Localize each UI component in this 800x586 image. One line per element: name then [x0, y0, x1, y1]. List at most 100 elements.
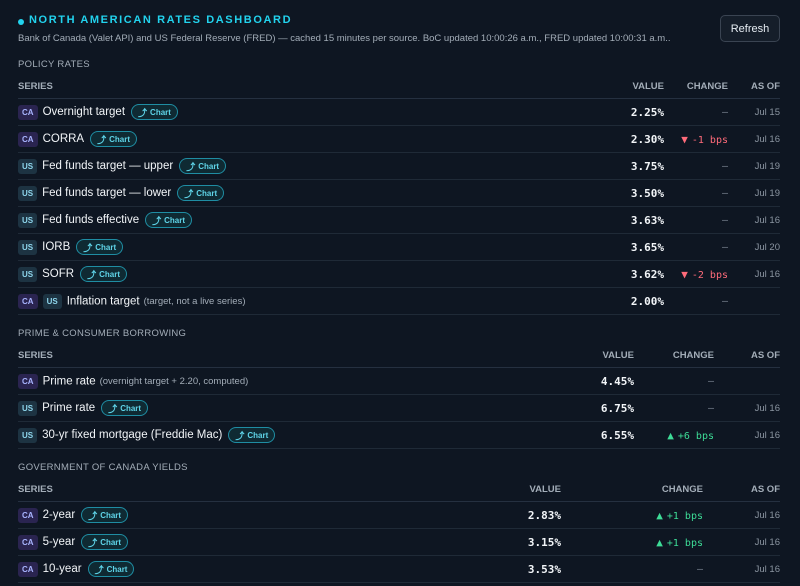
trend-line-icon: ⤴ — [235, 430, 245, 441]
series-cell: CA US Inflation target (target, not a live … — [18, 287, 564, 315]
series-name: SOFR — [42, 268, 75, 280]
chart-button[interactable]: ⤴ Chart — [90, 131, 137, 147]
table-header-row: SERIES VALUE CHANGE AS OF — [18, 477, 780, 502]
country-badge-us: US — [18, 185, 38, 201]
change-cell: – — [664, 206, 728, 234]
as-of-cell: Jul 16 — [703, 528, 780, 556]
chart-button-label: Chart — [106, 564, 128, 574]
goc-yields-table: SERIES VALUE CHANGE AS OF CA 2-year ⤴ Chart 2.83… — [18, 477, 780, 583]
series-cell: US Fed funds target — upper ⤴ Chart — [18, 152, 564, 180]
chart-button[interactable]: ⤴ Chart — [145, 212, 192, 228]
as-of-cell: Jul 16 — [728, 206, 780, 234]
change-cell: – — [664, 233, 728, 261]
policy-rates-table: SERIES VALUE CHANGE AS OF CA Overnight target… — [18, 74, 780, 315]
chart-button[interactable]: ⤴ Chart — [87, 561, 135, 577]
trend-line-icon: ⤴ — [152, 215, 162, 226]
change-cell: – — [634, 394, 714, 422]
triangle-up-icon: ▲ — [656, 508, 663, 522]
column-header-change: CHANGE — [634, 343, 714, 368]
country-badge-ca: CA — [18, 131, 38, 147]
change-indicator-up: ▲ +1 bps — [656, 508, 703, 522]
chart-button-label: Chart — [120, 403, 142, 413]
chart-button-label: Chart — [100, 510, 122, 520]
table-row: CA Prime rate (overnight target + 2.20, co… — [18, 367, 780, 395]
change-cell: ▲ +1 bps — [561, 528, 703, 556]
trend-line-icon: ⤴ — [83, 242, 93, 253]
chart-button[interactable]: ⤴ Chart — [80, 266, 127, 282]
chart-button[interactable]: ⤴ Chart — [228, 427, 276, 443]
country-badge-ca: CA — [18, 293, 38, 309]
value-cell: 3.53% — [461, 555, 561, 583]
chart-button-label: Chart — [100, 537, 122, 547]
series-name: IORB — [42, 241, 71, 253]
series-name: Fed funds target — lower — [42, 187, 172, 199]
country-badge-us: US — [18, 266, 38, 282]
triangle-up-icon: ▲ — [656, 535, 663, 549]
change-cell: ▼ -1 bps — [664, 125, 728, 153]
change-indicator-up: ▲ +1 bps — [656, 535, 703, 549]
triangle-down-icon: ▼ — [681, 132, 688, 146]
value-cell: 3.63% — [564, 206, 664, 234]
chart-button-label: Chart — [198, 161, 220, 171]
table-row: CA CORRA ⤴ Chart 2.30% ▼ -1 bps Jul 16 — [18, 125, 780, 153]
table-row: CA 2-year ⤴ Chart 2.83% ▲ +1 bps Jul 16 — [18, 501, 780, 529]
value-cell: 6.55% — [534, 421, 634, 449]
as-of-cell: Jul 16 — [703, 555, 780, 583]
change-cell: – — [664, 179, 728, 207]
chart-button[interactable]: ⤴ Chart — [76, 239, 124, 255]
country-badge-us: US — [18, 212, 38, 228]
trend-line-icon: ⤴ — [184, 188, 194, 199]
change-cell: – — [634, 367, 714, 395]
dashboard-header: NORTH AMERICAN RATES DASHBOARD Bank of C… — [18, 14, 782, 54]
column-header-series: SERIES — [18, 74, 564, 99]
series-cell: US Prime rate ⤴ Chart — [18, 394, 534, 422]
table-row: US Fed funds effective ⤴ Chart 3.63% – Jul 16 — [18, 206, 780, 234]
value-cell: 3.15% — [461, 528, 561, 556]
change-value: – — [721, 241, 728, 253]
change-value: – — [721, 295, 728, 307]
chart-button[interactable]: ⤴ Chart — [101, 400, 149, 416]
change-value: – — [721, 160, 728, 172]
series-name: 30-yr fixed mortgage (Freddie Mac) — [42, 429, 223, 441]
trend-line-icon: ⤴ — [138, 107, 148, 118]
section-title-policy: POLICY RATES — [18, 59, 90, 70]
trend-line-icon: ⤴ — [87, 269, 97, 280]
chart-button[interactable]: ⤴ Chart — [179, 158, 227, 174]
value-cell: 6.75% — [534, 394, 634, 422]
trend-line-icon: ⤴ — [88, 537, 98, 548]
refresh-button[interactable]: Refresh — [720, 15, 780, 42]
chart-button[interactable]: ⤴ Chart — [81, 507, 129, 523]
change-value: – — [721, 214, 728, 226]
series-name: 5-year — [42, 536, 76, 548]
change-indicator-down: ▼ -1 bps — [681, 132, 728, 146]
as-of-cell: Jul 20 — [728, 233, 780, 261]
table-row: US Fed funds target — lower ⤴ Chart 3.50% – Ju… — [18, 179, 780, 207]
column-header-series: SERIES — [18, 343, 534, 368]
trend-line-icon: ⤴ — [94, 564, 104, 575]
change-value: – — [721, 106, 728, 118]
trend-line-icon: ⤴ — [88, 510, 98, 521]
change-value: – — [696, 563, 703, 575]
series-cell: CA 2-year ⤴ Chart — [18, 501, 461, 529]
change-indicator-down: ▼ -2 bps — [681, 268, 728, 281]
series-cell: US SOFR ⤴ Chart — [18, 260, 564, 288]
chart-button-label: Chart — [150, 107, 171, 117]
section-title-prime: PRIME & CONSUMER BORROWING — [18, 328, 187, 339]
country-badge-ca: CA — [18, 507, 38, 523]
series-name: 2-year — [42, 509, 76, 521]
series-note: (overnight target + 2.20, computed) — [99, 375, 249, 387]
chart-button[interactable]: ⤴ Chart — [177, 185, 225, 201]
country-badge-us: US — [18, 239, 38, 255]
change-cell: – — [664, 152, 728, 180]
country-badge-ca: CA — [18, 534, 38, 550]
status-dot-icon — [18, 19, 24, 25]
chart-button[interactable]: ⤴ Chart — [131, 104, 178, 120]
table-row: CA US Inflation target (target, not a live … — [18, 287, 780, 315]
triangle-up-icon: ▲ — [667, 428, 674, 442]
chart-button[interactable]: ⤴ Chart — [81, 534, 129, 550]
series-note: (target, not a live series) — [143, 295, 246, 307]
column-header-as-of: AS OF — [714, 343, 780, 368]
chart-button-label: Chart — [99, 269, 120, 279]
as-of-cell: Jul 16 — [728, 125, 780, 153]
